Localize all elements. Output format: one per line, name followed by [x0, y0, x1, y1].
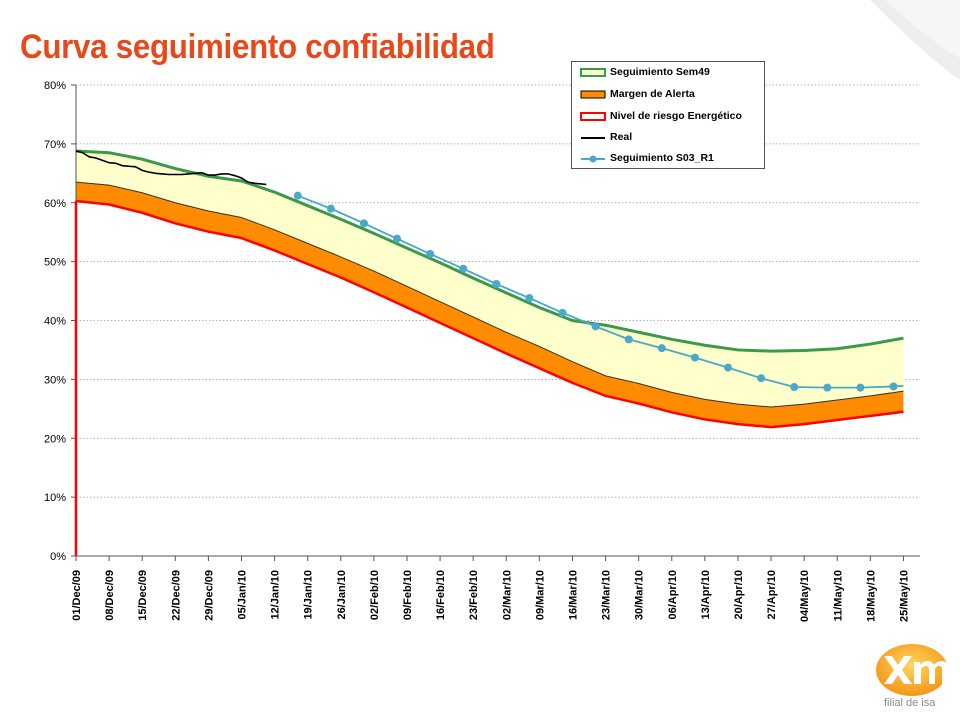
x-tick-label: 23/Mar/10 [601, 570, 613, 620]
band-seguimiento-area [76, 150, 904, 408]
series-riesgo-line [75, 199, 904, 429]
series-s03-point [823, 383, 832, 392]
series-s03-point [856, 383, 865, 392]
x-tick-label: 25/May/10 [898, 570, 910, 622]
series-s03-point [790, 383, 799, 392]
x-tick-label: 20/Apr/10 [733, 570, 745, 620]
y-tick-label: 60% [44, 198, 66, 210]
series-seguimiento-line [75, 149, 904, 353]
legend-label-margen: Margen de Alerta [610, 88, 695, 100]
y-tick-label: 80% [44, 80, 66, 92]
y-tick-label: 40% [44, 316, 66, 328]
x-tick-label: 27/Apr/10 [766, 570, 778, 620]
y-tick-label: 70% [44, 139, 66, 151]
y-tick-label: 10% [44, 492, 66, 504]
y-tick-label: 30% [44, 374, 66, 386]
band-margen-area [76, 182, 904, 428]
x-tick-label: 02/Mar/10 [501, 570, 513, 620]
series-s03-point [889, 382, 898, 391]
series-s03-point [293, 191, 302, 200]
x-tick-label: 04/May/10 [799, 570, 811, 622]
legend-label-real: Real [610, 131, 633, 143]
legend-swatch-s03 [581, 155, 605, 163]
x-tick-label: 11/May/10 [832, 570, 844, 621]
x-tick-label: 02/Feb/10 [369, 570, 381, 620]
y-tick-label: 0% [50, 551, 66, 563]
x-tick-label: 15/Dec/09 [137, 570, 149, 621]
x-tick-label: 18/May/10 [865, 570, 877, 622]
x-tick-label: 05/Jan/10 [236, 570, 248, 620]
series-s03-point [591, 322, 600, 331]
series-s03-point [624, 335, 633, 344]
x-tick-label: 30/Mar/10 [634, 570, 646, 620]
legend-label-seguimiento: Seguimiento Sem49 [610, 66, 710, 78]
series-s03-point [393, 234, 402, 243]
x-tick-label: 06/Apr/10 [667, 570, 679, 620]
series-s03-point [757, 374, 766, 383]
x-tick-label: 22/Dec/09 [170, 570, 182, 621]
series-s03-point [657, 344, 666, 353]
series-s03-point [326, 204, 335, 213]
series-s03-point [558, 308, 567, 317]
series-margen-line [75, 181, 904, 408]
x-tick-label: 08/Dec/09 [104, 570, 116, 621]
series-real-line [75, 150, 267, 186]
legend-label-riesgo: Nivel de riesgo Energético [610, 110, 742, 122]
x-tick-label: 29/Dec/09 [203, 570, 215, 621]
x-tick-label: 13/Apr/10 [700, 570, 712, 620]
logo-subtext: filial de isa [884, 697, 936, 709]
x-tick-label: 09/Mar/10 [534, 570, 546, 620]
xm-logo [876, 644, 948, 696]
x-tick-label: 09/Feb/10 [402, 570, 414, 620]
series-s03-point [426, 249, 435, 258]
x-tick-label: 26/Jan/10 [336, 570, 348, 620]
legend-swatch-seguimiento [580, 68, 606, 77]
x-tick-label: 12/Jan/10 [270, 570, 282, 620]
legend-swatch-real [581, 137, 605, 139]
legend-swatch-margen [580, 90, 606, 99]
chart-legend: Seguimiento Sem49 Margen de Alerta Nivel… [571, 61, 765, 169]
y-tick-label: 20% [44, 433, 66, 445]
x-tick-label: 23/Feb/10 [468, 570, 480, 620]
series-s03-point [525, 294, 534, 303]
series-s03-point [359, 219, 368, 228]
series-s03-point [492, 279, 501, 288]
x-tick-label: 16/Mar/10 [567, 570, 579, 620]
x-tick-label: 19/Jan/10 [303, 570, 315, 620]
x-tick-label: 01/Dec/09 [71, 570, 83, 621]
legend-swatch-riesgo [580, 112, 606, 121]
legend-label-s03: Seguimiento S03_R1 [610, 152, 714, 164]
series-s03-point [459, 264, 468, 273]
page-title: Curva seguimiento confiabilidad [20, 28, 495, 66]
y-tick-label: 50% [44, 257, 66, 269]
series-s03-point [724, 363, 733, 372]
series-s03-point [690, 353, 699, 362]
series-s03-line [297, 194, 904, 389]
x-tick-label: 16/Feb/10 [435, 570, 447, 620]
